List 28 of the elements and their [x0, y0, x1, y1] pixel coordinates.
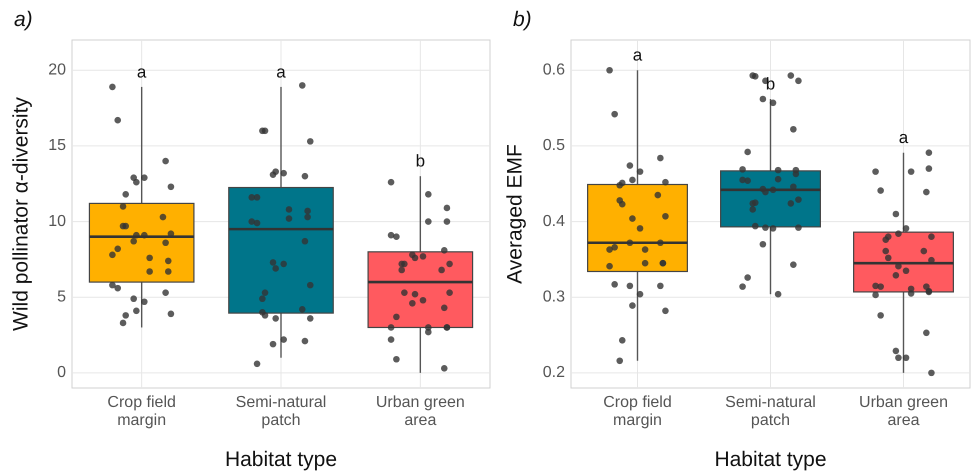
y-tick-label: 0.2 [542, 364, 566, 382]
y-tick-label: 0.6 [542, 61, 566, 78]
x-tick-label: Urban green area [376, 394, 465, 429]
x-tick-label: Semi-natural patch [236, 394, 326, 429]
annotation: a [898, 128, 909, 148]
y-tick-label: 0 [57, 364, 66, 382]
annotation: b [766, 74, 776, 94]
y-axis-title: Wild pollinator α-diversity [10, 96, 33, 331]
y-tick-label: 0.4 [542, 212, 566, 230]
y-tick-label: 10 [48, 212, 66, 230]
y-tick-label: 20 [48, 61, 66, 78]
x-tick-label: Crop field margin [603, 394, 672, 429]
chart-title: b) [513, 8, 532, 31]
y-axis-title: Averaged EMF [504, 144, 527, 284]
annotation: a [632, 46, 643, 65]
y-tick-label: 5 [57, 288, 66, 306]
y-tick-label: 15 [48, 137, 66, 154]
y-tick-label: 0.5 [542, 137, 566, 154]
x-tick-label: Crop field margin [107, 394, 176, 429]
x-axis-title: Habitat type [224, 448, 338, 471]
x-tick-label: Semi-natural patch [725, 394, 816, 429]
x-axis-title: Habitat type [714, 448, 827, 471]
x-tick-label: Urban green area [859, 394, 948, 429]
chart-title: a) [14, 8, 33, 31]
y-tick-label: 0.3 [542, 288, 566, 306]
annotation: b [416, 152, 426, 171]
annotation: a [136, 62, 147, 82]
annotation: a [276, 62, 286, 82]
